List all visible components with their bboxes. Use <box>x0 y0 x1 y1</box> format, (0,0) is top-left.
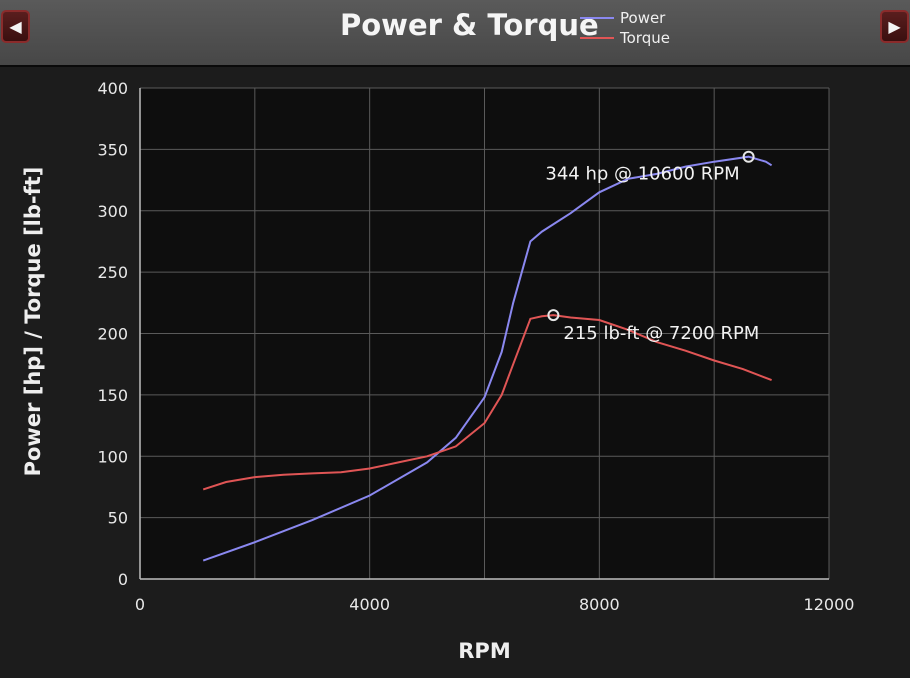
chart-legend: Power Torque <box>580 8 670 48</box>
legend-swatch-power <box>580 17 614 19</box>
x-axis-label: RPM <box>458 639 510 663</box>
y-tick-label: 150 <box>97 386 128 405</box>
series-line-torque <box>202 314 772 491</box>
right-arrow-icon: ▶ <box>888 16 901 36</box>
y-tick-label: 0 <box>118 570 128 589</box>
y-tick-label: 250 <box>97 263 128 282</box>
next-button[interactable]: ▶ <box>880 10 909 43</box>
legend-label-power: Power <box>620 9 666 27</box>
peak-annotation: 344 hp @ 10600 RPM <box>545 164 739 185</box>
y-axis-label: Power [hp] / Torque [lb-ft] <box>21 167 45 477</box>
peak-marker <box>547 309 560 322</box>
y-tick-label: 100 <box>97 447 128 466</box>
y-tick-label: 200 <box>97 325 128 344</box>
header-bar: ◀ Power & Torque Power Torque ▶ <box>0 0 910 67</box>
legend-item-torque: Torque <box>580 28 670 48</box>
legend-label-torque: Torque <box>620 29 670 47</box>
previous-button[interactable]: ◀ <box>1 10 30 43</box>
y-tick-label: 350 <box>97 140 128 159</box>
x-tick-label: 8000 <box>579 595 620 614</box>
legend-swatch-torque <box>580 37 614 39</box>
page-title: Power & Torque <box>340 8 599 42</box>
y-tick-label: 300 <box>97 202 128 221</box>
peak-annotation: 215 lb-ft @ 7200 RPM <box>563 323 759 344</box>
x-tick-label: 0 <box>135 595 145 614</box>
peak-marker <box>742 150 755 163</box>
x-tick-label: 12000 <box>804 595 855 614</box>
y-tick-label: 50 <box>108 509 128 528</box>
x-tick-label: 4000 <box>349 595 390 614</box>
legend-item-power: Power <box>580 8 670 28</box>
left-arrow-icon: ◀ <box>9 16 22 36</box>
y-tick-label: 400 <box>97 79 128 98</box>
series-line-power <box>202 155 773 562</box>
